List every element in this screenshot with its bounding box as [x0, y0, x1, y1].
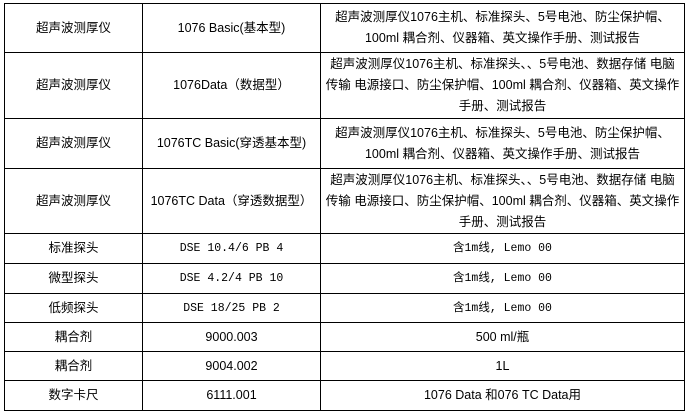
product-table: 超声波测厚仪 1076 Basic(基本型) 超声波测厚仪1076主机、标准探头、5…: [4, 3, 685, 411]
table-row: 超声波测厚仪 1076Data（数据型） 超声波测厚仪1076主机、标准探头、、5号…: [4, 52, 685, 119]
description-cell: 含1m线, Lemo 00: [320, 263, 685, 294]
table-row: 数字卡尺 6111.001 1076 Data 和076 TC Data用: [4, 380, 685, 411]
item-name-cell: 超声波测厚仪: [4, 168, 143, 234]
model-cell: 1076TC Basic(穿透基本型): [142, 118, 321, 169]
model-cell: 6111.001: [142, 380, 321, 411]
item-name-cell: 低频探头: [4, 293, 143, 323]
model-cell: 1076 Basic(基本型): [142, 3, 321, 53]
description-cell: 1L: [320, 351, 685, 381]
table-row: 标准探头 DSE 10.4/6 PB 4 含1m线, Lemo 00: [4, 233, 685, 264]
model-cell: 1076TC Data（穿透数据型）: [142, 168, 321, 234]
model-cell: 9000.003: [142, 322, 321, 352]
item-name-cell: 超声波测厚仪: [4, 52, 143, 119]
item-name-cell: 微型探头: [4, 263, 143, 294]
table-row: 微型探头 DSE 4.2/4 PB 10 含1m线, Lemo 00: [4, 263, 685, 294]
table-row: 超声波测厚仪 1076TC Data（穿透数据型） 超声波测厚仪1076主机、标准探…: [4, 168, 685, 234]
description-cell: 含1m线, Lemo 00: [320, 293, 685, 323]
model-cell: DSE 10.4/6 PB 4: [142, 233, 321, 264]
description-cell: 500 ml/瓶: [320, 322, 685, 352]
table-row: 耦合剂 9004.002 1L: [4, 351, 685, 381]
model-cell: 9004.002: [142, 351, 321, 381]
item-name-cell: 超声波测厚仪: [4, 118, 143, 169]
item-name-cell: 超声波测厚仪: [4, 3, 143, 53]
description-cell: 超声波测厚仪1076主机、标准探头、5号电池、防尘保护帽、100ml 耦合剂、仪…: [320, 3, 685, 53]
description-cell: 超声波测厚仪1076主机、标准探头、、5号电池、数据存储 电脑传输 电源接口、防…: [320, 52, 685, 119]
table-row: 超声波测厚仪 1076TC Basic(穿透基本型) 超声波测厚仪1076主机、标准…: [4, 118, 685, 169]
description-cell: 超声波测厚仪1076主机、标准探头、5号电池、防尘保护帽、100ml 耦合剂、仪…: [320, 118, 685, 169]
model-cell: DSE 18/25 PB 2: [142, 293, 321, 323]
model-cell: DSE 4.2/4 PB 10: [142, 263, 321, 294]
description-cell: 超声波测厚仪1076主机、标准探头、、5号电池、数据存储 电脑传输 电源接口、防…: [320, 168, 685, 234]
item-name-cell: 耦合剂: [4, 322, 143, 352]
model-cell: 1076Data（数据型）: [142, 52, 321, 119]
table-row: 超声波测厚仪 1076 Basic(基本型) 超声波测厚仪1076主机、标准探头、5…: [4, 3, 685, 53]
table-row: 耦合剂 9000.003 500 ml/瓶: [4, 322, 685, 352]
item-name-cell: 数字卡尺: [4, 380, 143, 411]
item-name-cell: 标准探头: [4, 233, 143, 264]
description-cell: 1076 Data 和076 TC Data用: [320, 380, 685, 411]
item-name-cell: 耦合剂: [4, 351, 143, 381]
table-row: 低频探头 DSE 18/25 PB 2 含1m线, Lemo 00: [4, 293, 685, 323]
description-cell: 含1m线, Lemo 00: [320, 233, 685, 264]
